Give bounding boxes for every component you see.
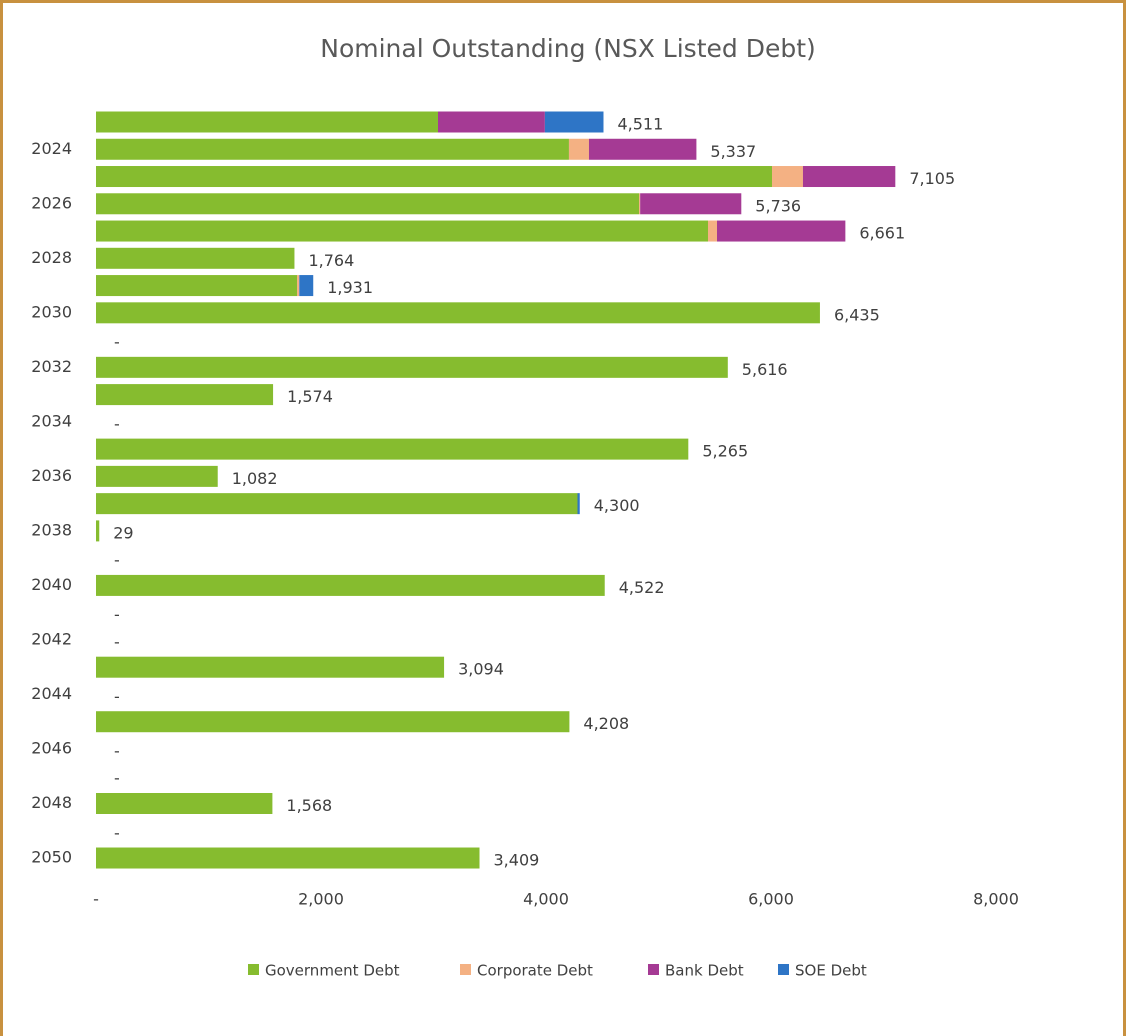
y-tick-label: 2040 bbox=[31, 575, 72, 594]
bar-segment bbox=[568, 138, 589, 160]
total-label: - bbox=[114, 769, 120, 788]
total-label: 4,208 bbox=[583, 714, 629, 733]
total-label: - bbox=[114, 687, 120, 706]
total-label: 1,082 bbox=[232, 469, 278, 488]
total-label: 6,661 bbox=[859, 224, 905, 243]
y-tick-label: 2042 bbox=[31, 629, 72, 648]
total-label: 1,931 bbox=[327, 278, 373, 297]
total-label: 6,435 bbox=[834, 305, 880, 324]
bar-segment bbox=[96, 220, 708, 242]
y-tick-label: 2048 bbox=[31, 793, 72, 812]
legend-label: SOE Debt bbox=[795, 962, 867, 980]
x-tick-label: 8,000 bbox=[973, 890, 1019, 909]
x-tick-label: 6,000 bbox=[748, 890, 794, 909]
x-tick-label: 4,000 bbox=[523, 890, 569, 909]
total-label: 4,300 bbox=[594, 496, 640, 515]
bar-segment bbox=[96, 847, 480, 869]
y-tick-label: 2046 bbox=[31, 738, 72, 757]
bar-segment bbox=[96, 193, 640, 215]
total-label: 5,616 bbox=[742, 360, 788, 379]
bar-segment bbox=[96, 656, 445, 678]
chart-title: Nominal Outstanding (NSX Listed Debt) bbox=[320, 34, 816, 63]
bar-segment bbox=[577, 493, 580, 515]
bar-segment bbox=[717, 220, 846, 242]
bar-segment bbox=[802, 166, 896, 188]
total-label: - bbox=[114, 414, 120, 433]
bar-segment bbox=[96, 438, 689, 460]
y-tick-label: 2050 bbox=[31, 848, 72, 867]
total-label: 1,568 bbox=[286, 796, 332, 815]
bar-segment bbox=[96, 111, 438, 133]
y-tick-label: 2044 bbox=[31, 684, 72, 703]
bar-segment bbox=[96, 138, 569, 160]
legend-swatch bbox=[648, 964, 659, 975]
total-label: 5,337 bbox=[710, 142, 756, 161]
bar-segment bbox=[96, 574, 605, 596]
bar-segment bbox=[96, 493, 578, 515]
y-tick-label: 2032 bbox=[31, 357, 72, 376]
y-tick-label: 2036 bbox=[31, 466, 72, 485]
bar-segment bbox=[96, 166, 773, 188]
total-label: 4,511 bbox=[617, 115, 663, 134]
bar-segment bbox=[299, 275, 314, 297]
total-label: 1,574 bbox=[287, 387, 333, 406]
bar-segment bbox=[96, 275, 298, 297]
bar-segment bbox=[96, 520, 100, 542]
total-label: - bbox=[114, 551, 120, 570]
bar-segment bbox=[96, 793, 273, 814]
total-label: - bbox=[114, 741, 120, 760]
total-label: 4,522 bbox=[619, 578, 665, 597]
total-label: 3,094 bbox=[458, 660, 504, 679]
bar-segment bbox=[96, 465, 218, 487]
total-label: 3,409 bbox=[494, 851, 540, 870]
bar-segment bbox=[96, 711, 570, 733]
bar-segment bbox=[297, 275, 300, 297]
y-tick-label: 2038 bbox=[31, 520, 72, 539]
legend-label: Bank Debt bbox=[665, 962, 744, 980]
bar-segment bbox=[639, 193, 641, 215]
legend-label: Corporate Debt bbox=[477, 962, 593, 980]
legend-label: Government Debt bbox=[265, 962, 400, 980]
bar-segment bbox=[96, 384, 274, 406]
legend-swatch bbox=[248, 964, 259, 975]
x-tick-label: - bbox=[93, 890, 99, 909]
bar-segment bbox=[96, 356, 728, 378]
bar-segment bbox=[544, 111, 604, 133]
bar-segment bbox=[640, 193, 742, 215]
total-label: 7,105 bbox=[909, 169, 955, 188]
total-label: 29 bbox=[113, 523, 133, 542]
y-tick-label: 2028 bbox=[31, 248, 72, 267]
y-tick-label: 2026 bbox=[31, 193, 72, 212]
total-label: 1,764 bbox=[308, 251, 354, 270]
legend-swatch bbox=[778, 964, 789, 975]
legend-swatch bbox=[460, 964, 471, 975]
total-label: - bbox=[114, 823, 120, 842]
y-tick-label: 2034 bbox=[31, 411, 72, 430]
total-label: 5,736 bbox=[755, 196, 801, 215]
y-tick-label: 2024 bbox=[31, 139, 72, 158]
y-tick-label: 2030 bbox=[31, 302, 72, 321]
total-label: - bbox=[114, 333, 120, 352]
bar-segment bbox=[588, 138, 697, 160]
bar-segment bbox=[96, 302, 820, 324]
bar-segment bbox=[96, 247, 295, 269]
bar-segment bbox=[708, 220, 717, 242]
x-tick-label: 2,000 bbox=[298, 890, 344, 909]
bar-segment bbox=[772, 166, 803, 188]
total-label: - bbox=[114, 632, 120, 651]
total-label: 5,265 bbox=[702, 442, 748, 461]
total-label: - bbox=[114, 605, 120, 624]
bar-segment bbox=[438, 111, 545, 133]
